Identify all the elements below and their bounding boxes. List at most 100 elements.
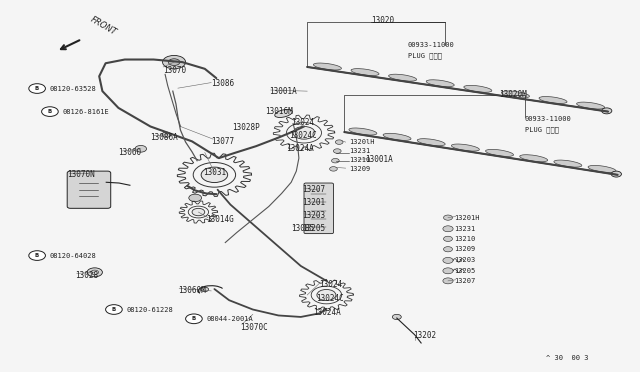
Text: 08120-61228: 08120-61228 — [126, 307, 173, 312]
Text: 13201H: 13201H — [454, 215, 480, 221]
Text: 13060M: 13060M — [178, 286, 205, 295]
Ellipse shape — [314, 63, 341, 70]
Text: 13024A: 13024A — [286, 144, 314, 153]
Text: 00933-11000: 00933-11000 — [525, 116, 572, 122]
Ellipse shape — [351, 68, 379, 76]
Text: 00933-11000: 00933-11000 — [408, 42, 454, 48]
Text: 13024A: 13024A — [314, 308, 341, 317]
Text: 13231: 13231 — [349, 148, 370, 154]
Circle shape — [106, 305, 122, 314]
Text: B: B — [48, 109, 52, 114]
Text: 13024C: 13024C — [289, 131, 316, 140]
Text: 13077: 13077 — [211, 137, 234, 146]
Ellipse shape — [554, 160, 582, 167]
Text: 13207: 13207 — [302, 185, 325, 194]
Text: 13020: 13020 — [371, 16, 394, 25]
Ellipse shape — [349, 128, 377, 135]
Text: 13207: 13207 — [454, 278, 476, 284]
Text: 08120-64028: 08120-64028 — [49, 253, 96, 259]
Text: 13205: 13205 — [454, 268, 476, 274]
Circle shape — [330, 167, 337, 171]
Circle shape — [392, 314, 401, 320]
Circle shape — [87, 268, 102, 277]
FancyBboxPatch shape — [304, 183, 333, 234]
Circle shape — [201, 167, 228, 183]
Circle shape — [135, 145, 147, 152]
Text: 13070C: 13070C — [240, 323, 268, 332]
Text: 13001A: 13001A — [365, 155, 392, 164]
Text: PLUG プラグ: PLUG プラグ — [408, 52, 442, 59]
Text: ^ 30  00 3: ^ 30 00 3 — [547, 355, 589, 361]
Circle shape — [443, 268, 453, 274]
Circle shape — [333, 149, 341, 153]
Ellipse shape — [501, 91, 529, 98]
Ellipse shape — [520, 155, 548, 162]
Text: 13203: 13203 — [454, 257, 476, 263]
FancyBboxPatch shape — [67, 171, 111, 208]
Text: 13060: 13060 — [118, 148, 141, 157]
Circle shape — [162, 132, 171, 137]
Text: B: B — [192, 316, 196, 321]
Text: 13086: 13086 — [211, 79, 234, 88]
Circle shape — [29, 84, 45, 93]
Circle shape — [443, 257, 453, 263]
Text: 13202: 13202 — [413, 331, 436, 340]
Text: B: B — [112, 307, 116, 312]
Circle shape — [332, 158, 339, 163]
Circle shape — [168, 59, 180, 65]
Circle shape — [611, 171, 621, 177]
Text: 08126-8161E: 08126-8161E — [62, 109, 109, 115]
Circle shape — [444, 236, 452, 241]
Circle shape — [192, 208, 205, 216]
Text: 13028: 13028 — [76, 271, 99, 280]
Ellipse shape — [486, 150, 513, 156]
Text: 13014G: 13014G — [206, 215, 234, 224]
Text: PLUG プラグ: PLUG プラグ — [525, 126, 559, 133]
Circle shape — [293, 126, 315, 139]
Text: FRONT: FRONT — [88, 15, 118, 37]
Text: 13001A: 13001A — [269, 87, 296, 96]
Text: 13209: 13209 — [454, 246, 476, 252]
Ellipse shape — [383, 133, 411, 140]
Text: 13024: 13024 — [291, 118, 314, 127]
Text: 1320lH: 1320lH — [349, 139, 374, 145]
Text: 13085: 13085 — [291, 224, 314, 232]
Circle shape — [602, 108, 612, 114]
Ellipse shape — [588, 166, 616, 173]
Text: 13203: 13203 — [302, 211, 325, 220]
Ellipse shape — [577, 102, 605, 109]
Text: 13031: 13031 — [204, 169, 227, 177]
Circle shape — [201, 287, 209, 292]
Circle shape — [335, 140, 343, 144]
Text: 13024: 13024 — [319, 280, 342, 289]
Text: 13201: 13201 — [302, 198, 325, 207]
Circle shape — [42, 107, 58, 116]
Text: 13231: 13231 — [454, 226, 476, 232]
Ellipse shape — [464, 85, 492, 92]
Text: 13070: 13070 — [163, 66, 186, 75]
Text: B: B — [35, 253, 39, 258]
Text: 13205: 13205 — [302, 224, 325, 233]
Ellipse shape — [275, 109, 292, 118]
Circle shape — [186, 314, 202, 324]
Ellipse shape — [388, 74, 417, 81]
Text: 13210: 13210 — [349, 157, 370, 163]
Text: 13086A: 13086A — [150, 133, 178, 142]
Text: 13070N: 13070N — [67, 170, 95, 179]
Text: 08120-63528: 08120-63528 — [49, 86, 96, 92]
Text: 13028P: 13028P — [232, 124, 259, 132]
Text: 13210: 13210 — [454, 236, 476, 242]
Ellipse shape — [417, 139, 445, 146]
Circle shape — [189, 194, 202, 202]
Text: 13024C: 13024C — [316, 294, 344, 303]
Circle shape — [444, 247, 452, 252]
Ellipse shape — [539, 96, 567, 103]
Text: B: B — [35, 86, 39, 91]
Circle shape — [163, 55, 186, 69]
Text: 13020M: 13020M — [499, 90, 527, 99]
Circle shape — [444, 215, 452, 220]
Text: 08044-2001A: 08044-2001A — [206, 316, 253, 322]
Ellipse shape — [451, 144, 479, 151]
Circle shape — [317, 289, 336, 301]
Circle shape — [29, 251, 45, 260]
